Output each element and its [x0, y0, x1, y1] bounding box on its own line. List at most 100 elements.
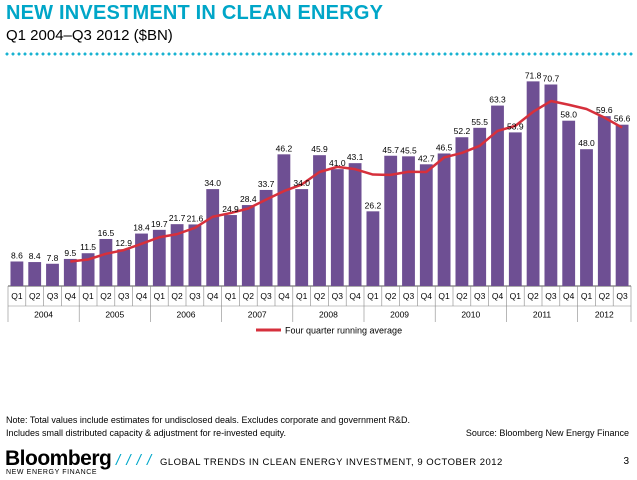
quarter-label-29: Q2: [527, 291, 539, 301]
year-label-2: 2006: [177, 310, 196, 320]
running-average-line: [70, 99, 623, 263]
bar-31: [562, 120, 576, 286]
bar-22: [402, 156, 415, 286]
value-label-14: 33.7: [258, 179, 275, 189]
quarter-label-8: Q1: [154, 291, 166, 301]
bar-25: [455, 137, 469, 286]
bar-7: [135, 233, 148, 286]
footer-title: GLOBAL TRENDS IN CLEAN ENERGY INVESTMENT…: [160, 457, 503, 468]
quarter-label-26: Q3: [474, 291, 486, 301]
quarter-label-6: Q3: [118, 291, 130, 301]
quarter-label-14: Q3: [260, 291, 272, 301]
note-line-1: Note: Total values include estimates for…: [6, 415, 411, 425]
quarter-label-32: Q1: [581, 291, 593, 301]
quarter-label-34: Q3: [616, 291, 628, 301]
bar-1: [28, 262, 42, 286]
footer: Bloomberg NEW ENERGY FINANCE / / / / GLO…: [0, 444, 637, 480]
value-label-15: 46.2: [276, 143, 293, 153]
value-label-8: 19.7: [151, 219, 168, 229]
quarter-label-12: Q1: [225, 291, 237, 301]
bar-20: [366, 211, 380, 286]
dotted-divider: [4, 52, 633, 56]
value-label-23: 42.7: [418, 153, 435, 163]
value-label-13: 28.4: [240, 194, 257, 204]
quarter-label-19: Q4: [349, 291, 361, 301]
legend: Four quarter running average: [256, 326, 402, 336]
value-labels-layer: 8.6 8.4 7.8 9.5 11.516.512.918.4 19.721.7 21.6…: [11, 70, 631, 262]
value-label-18: 41.0: [329, 158, 346, 168]
bloomberg-logo: Bloomberg: [5, 447, 112, 470]
bar-14: [259, 189, 273, 286]
quarter-label-21: Q2: [385, 291, 397, 301]
bar-27: [491, 105, 504, 286]
page-number: 3: [623, 456, 629, 467]
quarter-label-33: Q2: [599, 291, 611, 301]
value-label-28: 53.9: [507, 121, 524, 131]
quarter-label-30: Q3: [545, 291, 557, 301]
quarter-label-9: Q2: [171, 291, 183, 301]
bar-0: [10, 261, 24, 286]
value-label-12: 24.9: [222, 204, 239, 214]
bar-21: [384, 155, 398, 286]
value-label-2: 7.8: [47, 253, 59, 263]
value-label-24: 46.5: [436, 142, 453, 152]
bar-9: [170, 224, 184, 286]
bar-30: [544, 84, 558, 286]
bar-32: [580, 149, 593, 286]
bar-23: [419, 164, 433, 286]
bar-26: [473, 127, 487, 286]
quarter-label-16: Q1: [296, 291, 308, 301]
bar-5: [99, 238, 113, 286]
quarter-label-13: Q2: [243, 291, 255, 301]
bar-4: [81, 253, 95, 286]
bar-33: [597, 116, 611, 286]
value-label-5: 16.5: [98, 228, 115, 238]
investment-chart: 8.6 8.4 7.8 9.5 11.516.512.918.4 19.721.7 21.6…: [7, 70, 632, 336]
bar-29: [526, 81, 540, 287]
value-label-7: 18.4: [133, 223, 150, 233]
bar-19: [348, 163, 362, 286]
bar-24: [437, 153, 451, 286]
slash-decoration: / / / /: [116, 452, 153, 469]
note-line-2: Includes small distributed capacity & ad…: [6, 428, 286, 438]
year-label-6: 2010: [461, 310, 480, 320]
quarter-label-20: Q1: [367, 291, 379, 301]
year-label-5: 2009: [390, 310, 409, 320]
value-label-10: 21.6: [187, 213, 204, 223]
bar-13: [241, 205, 255, 286]
year-label-7: 2011: [533, 310, 552, 320]
bar-10: [188, 224, 202, 286]
value-label-32: 48.0: [578, 138, 595, 148]
quarter-label-18: Q3: [332, 291, 344, 301]
bar-6: [117, 249, 131, 286]
value-label-0: 8.6: [11, 250, 23, 260]
quarter-label-23: Q4: [421, 291, 433, 301]
value-label-22: 45.5: [400, 145, 417, 155]
bar-34: [615, 124, 629, 286]
value-label-1: 8.4: [29, 251, 41, 261]
quarter-label-1: Q2: [29, 291, 41, 301]
year-label-3: 2007: [248, 310, 267, 320]
value-label-17: 45.9: [311, 144, 328, 154]
value-label-6: 12.9: [115, 238, 132, 248]
bar-8: [152, 229, 166, 286]
bar-2: [46, 263, 59, 286]
value-label-20: 26.2: [365, 200, 382, 210]
quarter-label-4: Q1: [82, 291, 94, 301]
quarter-label-2: Q3: [47, 291, 59, 301]
bar-16: [295, 189, 309, 286]
running-average-layer: [70, 99, 623, 263]
bar-11: [206, 189, 220, 286]
quarter-label-31: Q4: [563, 291, 575, 301]
value-label-25: 52.2: [454, 126, 471, 136]
source-note: Source: Bloomberg New Energy Finance: [465, 428, 629, 438]
value-label-16: 34.0: [293, 178, 310, 188]
bar-28: [508, 132, 522, 286]
value-label-31: 58.0: [560, 110, 577, 120]
quarter-label-3: Q4: [65, 291, 77, 301]
year-label-1: 2005: [105, 310, 124, 320]
year-label-0: 2004: [34, 310, 53, 320]
value-label-27: 63.3: [489, 95, 506, 105]
bar-3: [63, 258, 77, 286]
quarter-label-5: Q2: [100, 291, 112, 301]
